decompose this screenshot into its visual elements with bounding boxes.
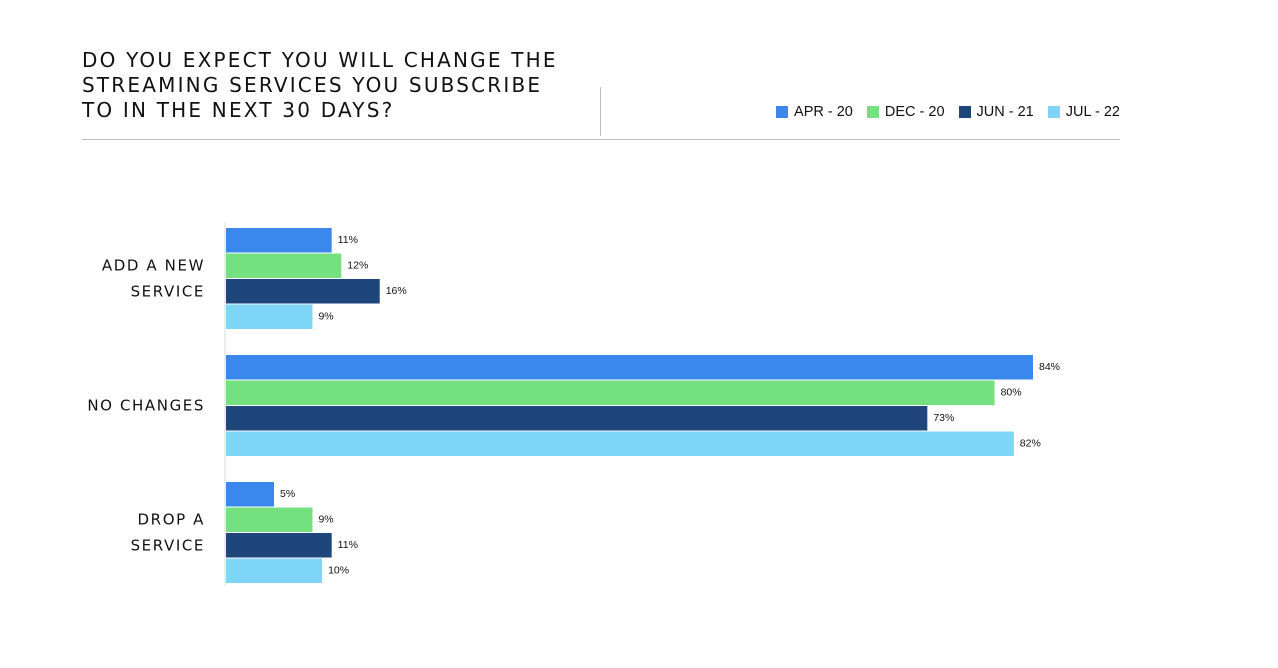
bar [226, 406, 928, 431]
bar [226, 253, 342, 278]
data-label: 73% [933, 412, 954, 424]
data-label: 5% [280, 488, 295, 500]
bar [226, 355, 1033, 380]
legend-swatch-jun-21 [958, 106, 971, 118]
data-label: 82% [1020, 438, 1041, 450]
bar [226, 304, 313, 329]
legend-item-jun-21: JUN - 21 [958, 104, 1034, 120]
legend-swatch-dec-20 [866, 106, 879, 118]
category-label: DROP A [138, 511, 205, 529]
header-rule [82, 139, 1120, 140]
chart-title-line: DO YOU EXPECT YOU WILL CHANGE THE [82, 48, 558, 72]
legend-label: JUN - 21 [976, 104, 1034, 120]
bar [226, 279, 380, 304]
category-label: NO CHANGES [87, 397, 205, 415]
legend-label: JUL - 22 [1065, 104, 1120, 120]
data-label: 16% [386, 285, 407, 297]
legend-item-dec-20: DEC - 20 [866, 104, 945, 120]
category-label: SERVICE [131, 537, 205, 555]
data-label: 9% [318, 514, 333, 526]
bar [226, 558, 323, 583]
legend-swatch-apr-20 [776, 106, 789, 118]
data-label: 84% [1039, 361, 1060, 373]
chart-title-line: STREAMING SERVICES YOU SUBSCRIBE [82, 73, 543, 97]
data-label: 80% [1001, 387, 1022, 399]
bar [226, 533, 332, 558]
data-label: 10% [328, 565, 349, 577]
legend-label: DEC - 20 [884, 104, 945, 120]
bar [226, 228, 332, 253]
header-divider [600, 87, 601, 136]
data-label: 9% [318, 311, 333, 323]
legend-item-jul-22: JUL - 22 [1047, 104, 1120, 120]
chart-title: DO YOU EXPECT YOU WILL CHANGE THE STREAM… [82, 48, 602, 123]
legend-swatch-jul-22 [1047, 106, 1060, 118]
category-label: SERVICE [131, 283, 205, 301]
legend-label: APR - 20 [794, 104, 853, 120]
bar [226, 482, 275, 507]
chart-legend: APR - 20 DEC - 20 JUN - 21 JUL - 22 [776, 104, 1120, 120]
bar [226, 431, 1014, 456]
data-label: 11% [338, 539, 358, 551]
legend-item-apr-20: APR - 20 [776, 104, 853, 120]
chart-title-line: TO IN THE NEXT 30 DAYS? [82, 98, 395, 122]
category-label: ADD A NEW [102, 257, 205, 275]
data-label: 11% [338, 234, 358, 246]
data-label: 12% [347, 260, 368, 272]
bar [226, 380, 995, 405]
bar [226, 507, 313, 532]
